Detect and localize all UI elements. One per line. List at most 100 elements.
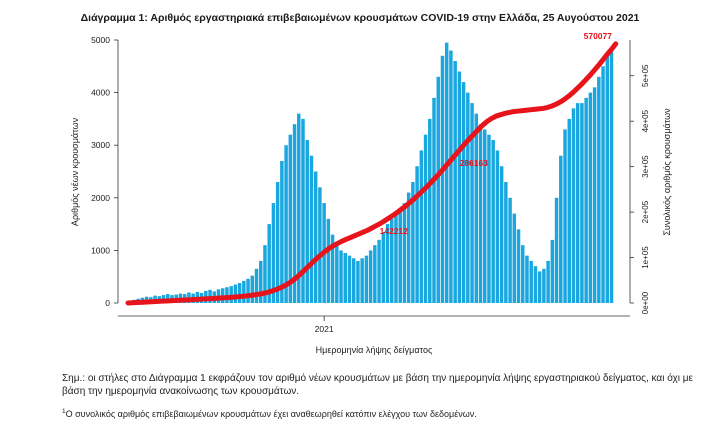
bar — [297, 113, 301, 303]
bar — [550, 239, 555, 303]
bar — [292, 124, 297, 303]
bar — [499, 166, 504, 303]
annotations: 570077 142212 286163 — [380, 31, 613, 236]
bar — [288, 134, 293, 303]
bar — [487, 134, 491, 303]
bar — [250, 275, 255, 303]
bar — [554, 197, 559, 303]
bar — [580, 103, 584, 304]
bars-series — [128, 42, 614, 304]
bar — [242, 280, 246, 303]
bar — [428, 118, 432, 304]
x-ticks: 2021 — [315, 316, 334, 334]
bar — [229, 286, 233, 303]
bar — [482, 129, 487, 303]
bar — [246, 278, 250, 303]
bar — [267, 224, 271, 303]
bar — [411, 182, 415, 303]
bar — [377, 239, 381, 303]
bar — [533, 266, 538, 303]
bar — [419, 150, 424, 303]
footnote-marker: 1 — [62, 408, 66, 415]
bar — [280, 160, 284, 303]
y2-tick-label: 2e+05 — [641, 200, 650, 223]
bar — [347, 255, 352, 303]
annotation-label: 142212 — [380, 226, 409, 236]
bar — [466, 92, 470, 303]
bar — [512, 213, 517, 303]
bar — [567, 118, 571, 304]
chart-svg: Διάγραμμα 1: Αριθμός εργαστηριακά επιβεβ… — [70, 12, 672, 355]
bar — [326, 218, 331, 303]
annotation-label: 570077 — [584, 31, 613, 41]
y-tick-label: 4000 — [91, 88, 110, 98]
bar — [508, 197, 512, 303]
bar — [360, 258, 364, 303]
bar — [584, 97, 588, 303]
bar — [504, 182, 508, 303]
bar — [254, 268, 259, 303]
bar — [588, 92, 593, 303]
bar — [495, 150, 500, 303]
bar — [318, 187, 322, 303]
bar — [537, 271, 542, 303]
bar — [571, 108, 576, 303]
bar — [609, 50, 614, 303]
bar — [559, 155, 563, 303]
bar — [351, 258, 356, 303]
bar — [381, 231, 386, 303]
y2-tick-label: 5e+05 — [641, 64, 650, 87]
bar — [237, 283, 242, 303]
bar — [491, 139, 495, 303]
x-axis-label: Ημερομηνία λήψης δείγματος — [316, 345, 433, 355]
bar — [440, 55, 445, 303]
bar — [436, 76, 440, 303]
y-tick-label: 3000 — [91, 140, 110, 150]
bar — [385, 224, 390, 303]
y-tick-label: 5000 — [91, 35, 110, 45]
bar — [284, 145, 288, 303]
annotation-label: 286163 — [460, 158, 489, 168]
bar — [301, 118, 305, 304]
x-tick-label: 2021 — [315, 324, 334, 334]
bar — [390, 218, 394, 303]
bar — [233, 284, 238, 303]
bar — [432, 97, 436, 303]
y2-ticks: 0e+00 1e+05 2e+05 3e+05 4e+05 5e+05 — [630, 64, 650, 314]
bar — [444, 42, 449, 303]
bar — [478, 124, 483, 303]
bar — [521, 245, 525, 303]
bar — [453, 61, 457, 303]
bar — [263, 245, 267, 303]
bar — [356, 260, 360, 303]
y-tick-label: 2000 — [91, 193, 110, 203]
bar — [275, 182, 280, 303]
bar — [563, 129, 567, 303]
bar — [406, 192, 411, 303]
y2-tick-label: 4e+05 — [641, 109, 650, 132]
bar — [373, 245, 377, 303]
bar — [474, 113, 479, 303]
bar — [605, 55, 610, 303]
chart-area: Διάγραμμα 1: Αριθμός εργαστηριακά επιβεβ… — [70, 12, 672, 355]
cumulative-line — [125, 41, 619, 306]
y2-axis-label: Συνολικός αριθμός κρουσμάτων — [662, 108, 672, 236]
bar — [309, 155, 314, 303]
y-tick-label: 1000 — [91, 245, 110, 255]
bar — [457, 71, 462, 303]
bar — [597, 76, 601, 303]
bar — [339, 250, 343, 303]
y-tick-label: 0 — [105, 298, 110, 308]
note-text: Σημ.: οι στήλες στο Διάγραμμα 1 εκφράζου… — [62, 373, 693, 397]
footnote: 1Ο συνολικός αριθμός επιβεβαιωμένων κρου… — [62, 405, 712, 421]
bar — [335, 245, 339, 303]
bar — [415, 166, 419, 303]
y-ticks: 0 1000 2000 3000 4000 5000 — [91, 35, 118, 308]
bar — [601, 66, 605, 303]
bar — [461, 82, 466, 303]
bar — [394, 213, 398, 303]
y2-tick-label: 0e+00 — [641, 291, 650, 314]
bar — [330, 234, 335, 303]
bar — [259, 260, 263, 303]
bar — [313, 171, 318, 303]
